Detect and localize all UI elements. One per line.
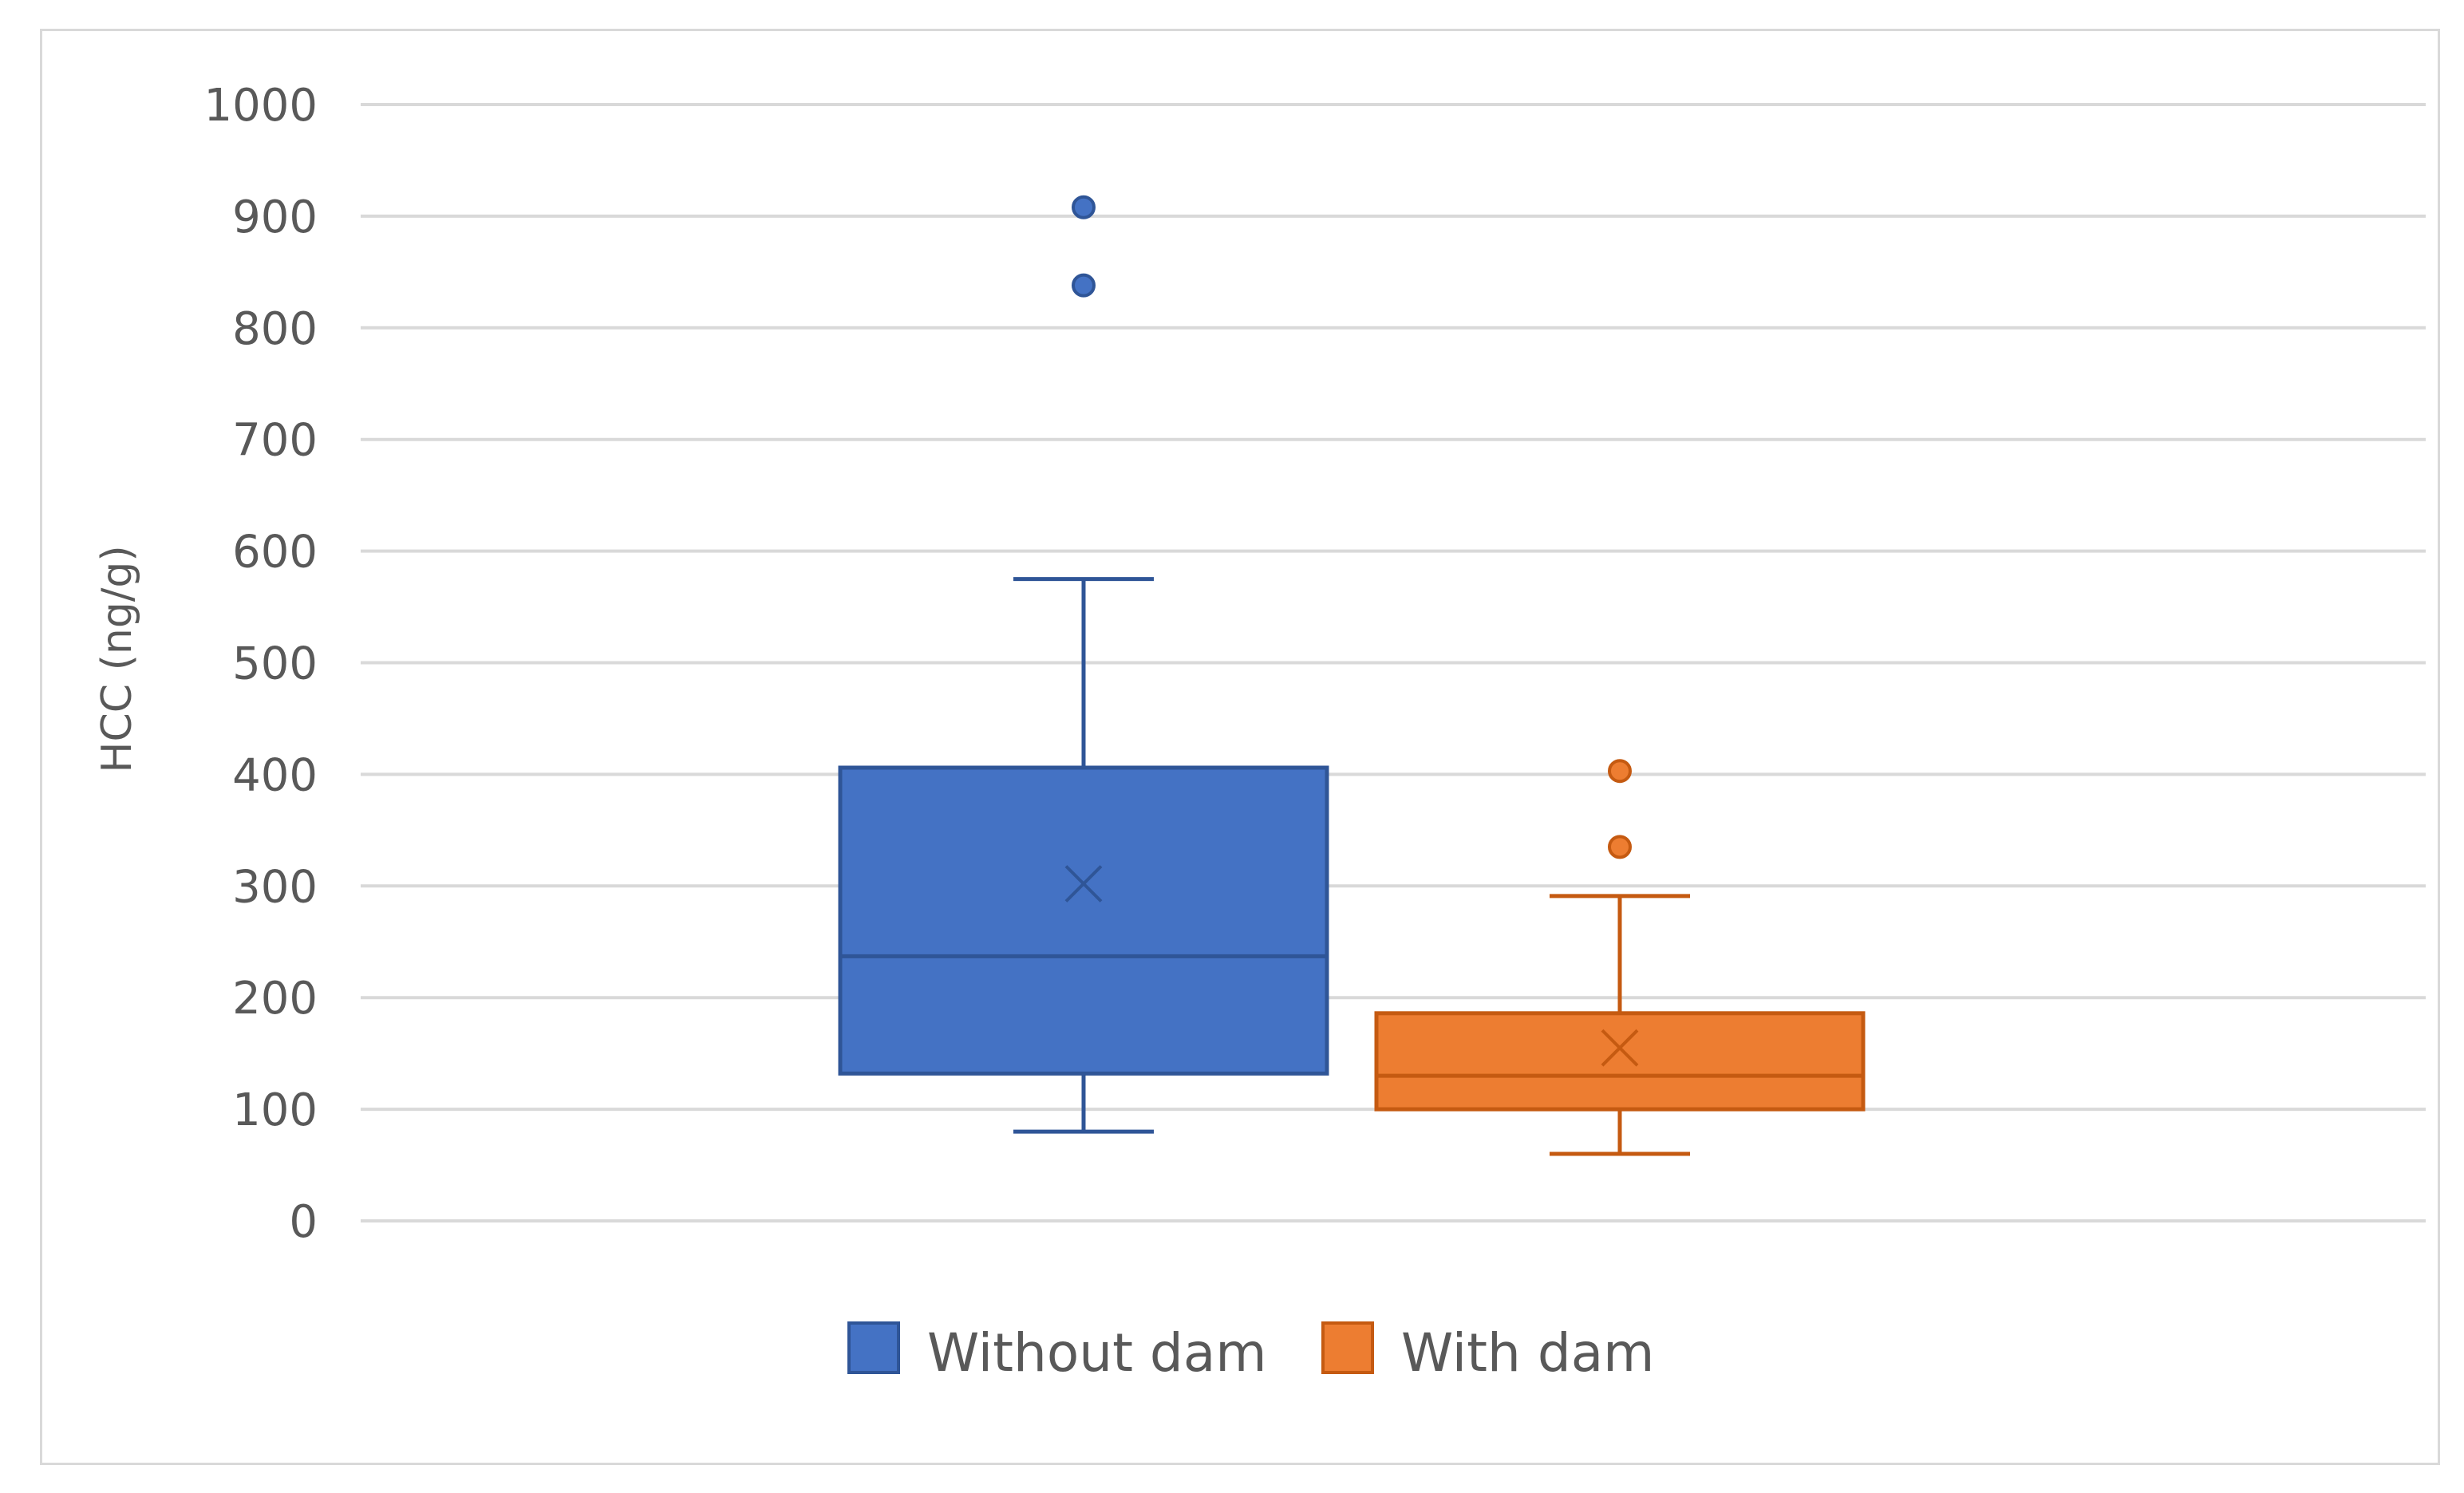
legend-swatch	[1321, 1321, 1374, 1374]
iqr-box	[838, 765, 1329, 1076]
gridlines	[361, 103, 2426, 1222]
y-axis-ticks: 0 100 200 300 400 500 600 700 800 900 1000	[203, 80, 318, 1248]
box-without-dam	[838, 195, 1329, 1134]
y-tick-label: 900	[232, 192, 318, 243]
y-tick-label: 800	[232, 303, 318, 355]
y-tick-label: 600	[232, 527, 318, 579]
outlier-point	[1608, 835, 1632, 859]
box-with-dam	[1374, 759, 1866, 1156]
y-tick-label: 0	[289, 1196, 318, 1248]
y-axis-title: HCC (ng/g)	[93, 545, 141, 772]
mean-marker	[1601, 1029, 1639, 1067]
outlier-point	[1072, 273, 1096, 298]
legend-label: With dam	[1401, 1322, 1654, 1384]
boxes	[838, 195, 1866, 1156]
y-tick-label: 500	[232, 638, 318, 690]
legend: Without dam With dam	[847, 1321, 1654, 1384]
mean-marker	[1064, 865, 1103, 903]
y-tick-label: 700	[232, 415, 318, 467]
outlier-point	[1608, 759, 1632, 784]
outlier-point	[1072, 195, 1096, 219]
y-tick-label: 400	[232, 749, 318, 801]
legend-swatch	[847, 1321, 900, 1374]
chart-frame	[40, 29, 2440, 1465]
y-tick-label: 100	[232, 1084, 318, 1136]
y-tick-label: 300	[232, 861, 318, 913]
legend-label: Without dam	[927, 1322, 1267, 1384]
iqr-box	[1374, 1011, 1866, 1112]
y-tick-label: 200	[232, 973, 318, 1025]
y-tick-label: 1000	[203, 80, 318, 132]
